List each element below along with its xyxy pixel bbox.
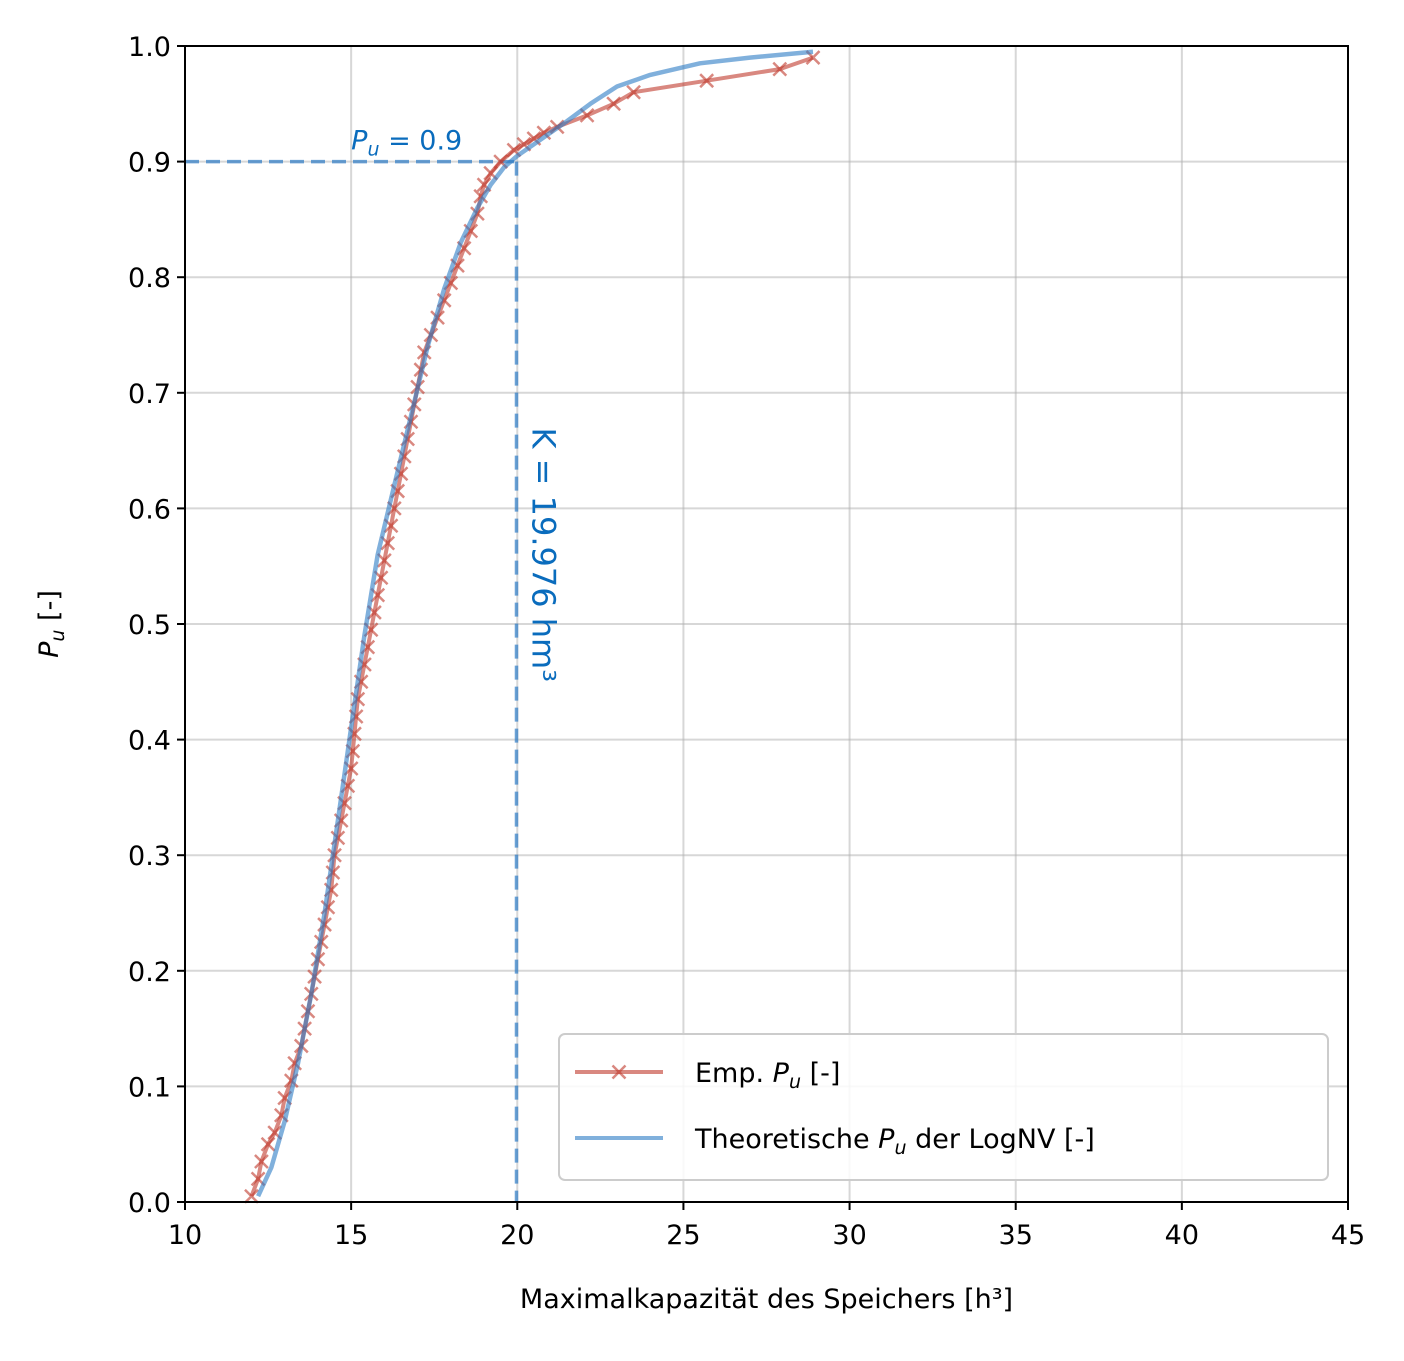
x-axis-ticks: 10 15 20 25 30 35 40 45 <box>168 1202 1365 1251</box>
empirical-point-68 <box>606 96 622 112</box>
x-axis-title: Maximalkapazität des Speichers [h³] <box>520 1284 1013 1315</box>
legend-marker-empirical <box>611 1064 627 1080</box>
y-axis-title-suffix: [-] <box>34 590 65 629</box>
y-axis-title-sub: u <box>47 630 69 642</box>
y-tick-label-4: 0.4 <box>128 726 171 757</box>
series-line-theoretical <box>256 49 814 1198</box>
y-tick-label-5: 0.5 <box>128 610 171 641</box>
legend-label-theoretical-main: P <box>878 1124 895 1155</box>
x-tick-label-0: 10 <box>168 1220 202 1251</box>
pu-annotation-sub: u <box>367 139 379 161</box>
empirical-point-0 <box>244 1188 259 1204</box>
y-tick-label-7: 0.7 <box>128 379 171 410</box>
y-tick-label-3: 0.3 <box>128 841 171 872</box>
y-tick-label-9: 0.9 <box>128 148 171 179</box>
y-tick-label-2: 0.2 <box>128 957 171 988</box>
y-tick-label-0: 0.0 <box>128 1188 171 1219</box>
reference-lines <box>185 159 519 1202</box>
series-layer <box>244 49 821 1204</box>
legend-label-theoretical-sub: u <box>894 1137 906 1159</box>
y-axis-title: Pu [-] <box>34 590 69 658</box>
y-tick-label-6: 0.6 <box>128 494 171 525</box>
legend: Emp. Pu [-] Theoretische Pu der LogNV [-… <box>558 1033 1329 1181</box>
x-tick-label-5: 35 <box>999 1220 1033 1251</box>
y-tick-label-8: 0.8 <box>128 263 171 294</box>
legend-label-empirical-suffix: [-] <box>801 1058 840 1089</box>
empirical-point-37 <box>376 553 392 568</box>
legend-marker-x <box>611 1064 627 1080</box>
y-axis-title-main: P <box>34 641 65 658</box>
empirical-point-70 <box>699 73 715 89</box>
y-axis-ticks: 0.0 0.1 0.2 0.3 0.4 0.5 0.6 0.7 0.8 0.9 1.0 <box>128 32 185 1219</box>
legend-label-theoretical-suffix: der LogNV [-] <box>907 1124 1095 1155</box>
x-tick-label-2: 20 <box>500 1220 534 1251</box>
x-tick-label-4: 30 <box>832 1220 866 1251</box>
legend-label-theoretical: Theoretische Pu der LogNV [-] <box>694 1124 1095 1159</box>
legend-label-empirical-main: P <box>773 1058 790 1089</box>
y-tick-label-10: 1.0 <box>128 32 171 63</box>
legend-label-empirical-prefix: Emp. <box>695 1058 773 1089</box>
empirical-point-71 <box>772 61 788 77</box>
pu-annotation-main: P <box>351 126 368 157</box>
x-tick-label-1: 15 <box>334 1220 368 1251</box>
x-tick-label-7: 45 <box>1331 1220 1365 1251</box>
x-tick-label-3: 25 <box>666 1220 700 1251</box>
k-annotation: K = 19.976 hm³ <box>524 427 562 682</box>
empirical-point-3 <box>260 1136 276 1152</box>
y-tick-label-1: 0.1 <box>128 1072 171 1103</box>
empirical-point-69 <box>626 84 641 100</box>
legend-label-empirical: Emp. Pu [-] <box>695 1058 840 1093</box>
legend-label-empirical-sub: u <box>789 1071 801 1093</box>
legend-box <box>558 1033 1329 1181</box>
pu-annotation-suffix: = 0.9 <box>379 126 462 157</box>
empirical-point-2 <box>254 1154 269 1169</box>
legend-label-theoretical-prefix: Theoretische <box>694 1124 878 1155</box>
x-tick-label-6: 40 <box>1165 1220 1199 1251</box>
pu-annotation: Pu = 0.9 <box>351 126 462 161</box>
